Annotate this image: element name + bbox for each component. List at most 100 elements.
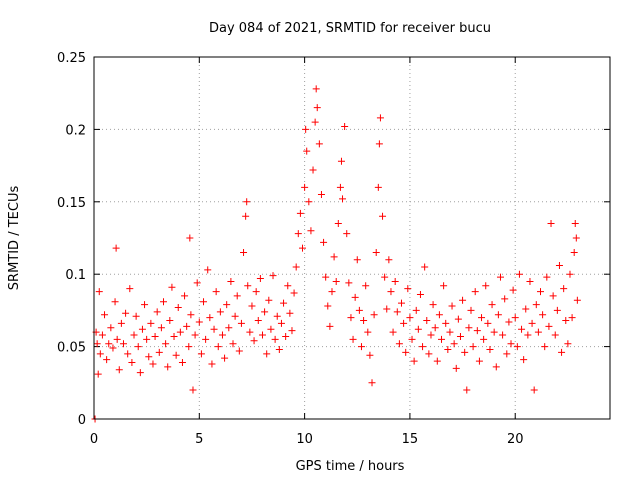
data-point [353, 256, 361, 264]
data-point [277, 319, 285, 327]
y-axis-ticks: 0 0.05 0.1 0.15 0.2 0.25 [57, 51, 610, 428]
data-point [145, 353, 153, 361]
x-axis-label: GPS time / hours [296, 459, 405, 474]
data-point [105, 340, 113, 348]
data-point [494, 311, 502, 319]
data-point [444, 345, 452, 353]
data-point [200, 298, 208, 306]
x-tick-label: 15 [402, 432, 419, 447]
data-point [132, 312, 140, 320]
data-point [157, 324, 165, 332]
data-point [202, 335, 210, 343]
data-point [499, 331, 507, 339]
data-point [345, 279, 353, 287]
data-point [288, 327, 296, 335]
x-tick-label: 0 [90, 432, 98, 447]
data-point [214, 343, 222, 351]
data-point [425, 350, 433, 358]
data-point [395, 340, 403, 348]
data-point [448, 302, 456, 310]
data-point [174, 304, 182, 312]
y-tick-label: 0.25 [57, 51, 86, 66]
data-point [484, 319, 492, 327]
data-point [435, 311, 443, 319]
data-point [275, 345, 283, 353]
data-point [208, 360, 216, 368]
data-point [155, 348, 163, 356]
data-point [243, 198, 251, 206]
data-point [282, 332, 290, 340]
data-point [176, 328, 184, 336]
data-point [400, 319, 408, 327]
data-point [572, 234, 580, 242]
data-point [168, 283, 176, 291]
data-point [292, 263, 300, 271]
data-point [134, 343, 142, 351]
data-point [218, 331, 226, 339]
data-point [233, 292, 241, 300]
data-point [536, 288, 544, 296]
data-point [553, 306, 561, 314]
data-point [467, 306, 475, 314]
data-point [469, 343, 477, 351]
data-point [130, 331, 138, 339]
data-point [186, 234, 194, 242]
data-point [501, 295, 509, 303]
data-point [419, 343, 427, 351]
y-tick-label: 0.05 [57, 341, 86, 356]
data-point [113, 335, 121, 343]
data-point [149, 360, 157, 368]
data-point [136, 369, 144, 377]
data-point [410, 357, 418, 365]
data-point [302, 125, 310, 133]
data-point [221, 354, 229, 362]
data-point [305, 198, 313, 206]
data-point [326, 322, 334, 330]
data-point [269, 272, 277, 280]
data-point [560, 285, 568, 293]
data-point [178, 359, 186, 367]
data-point [231, 312, 239, 320]
data-point [250, 337, 258, 345]
data-point [153, 308, 161, 316]
data-point [170, 332, 178, 340]
x-axis-ticks: 0 5 10 15 20 [90, 57, 523, 447]
data-point [431, 324, 439, 332]
data-point [385, 256, 393, 264]
data-point [95, 288, 103, 296]
data-point [191, 331, 199, 339]
data-point [204, 266, 212, 274]
data-point [271, 335, 279, 343]
data-point [210, 325, 218, 333]
data-point [252, 288, 260, 296]
x-tick-label: 10 [296, 432, 313, 447]
data-point [181, 292, 189, 300]
data-point [307, 227, 315, 235]
data-point [309, 166, 317, 174]
data-point [573, 296, 581, 304]
data-point [258, 331, 266, 339]
x-tick-label: 5 [195, 432, 203, 447]
data-point [503, 350, 511, 358]
data-point [429, 301, 437, 309]
data-point [452, 364, 460, 372]
data-point [520, 356, 528, 364]
data-point [471, 288, 479, 296]
data-point [294, 230, 302, 238]
data-point [223, 301, 231, 309]
data-point [237, 319, 245, 327]
data-point [486, 345, 494, 353]
data-point [111, 298, 119, 306]
plot-frame [93, 56, 611, 420]
data-point [227, 277, 235, 285]
data-point [172, 351, 180, 359]
data-point [164, 363, 172, 371]
data-point [414, 325, 422, 333]
data-point [112, 244, 120, 252]
data-point [286, 309, 294, 317]
data-point [119, 340, 127, 348]
data-point [166, 317, 174, 325]
data-point [376, 114, 384, 122]
data-point [185, 343, 193, 351]
data-point [421, 263, 429, 271]
